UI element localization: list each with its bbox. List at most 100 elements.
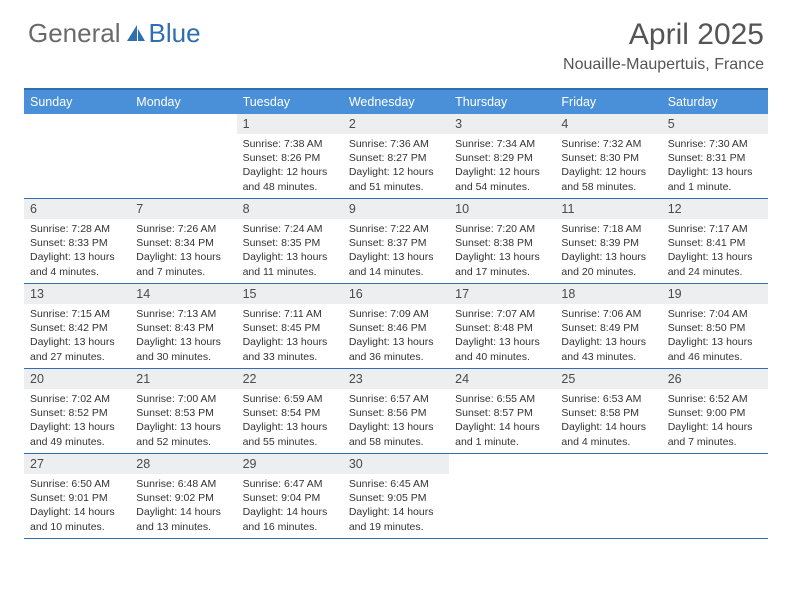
day-body: Sunrise: 7:36 AMSunset: 8:27 PMDaylight:… — [343, 134, 449, 198]
day-cell: 9Sunrise: 7:22 AMSunset: 8:37 PMDaylight… — [343, 199, 449, 283]
day-number — [24, 114, 130, 120]
daylight-text: Daylight: 14 hours and 7 minutes. — [668, 420, 762, 448]
day-number: 7 — [130, 199, 236, 219]
day-number: 15 — [237, 284, 343, 304]
day-cell: 3Sunrise: 7:34 AMSunset: 8:29 PMDaylight… — [449, 114, 555, 198]
day-body: Sunrise: 7:30 AMSunset: 8:31 PMDaylight:… — [662, 134, 768, 198]
day-number: 28 — [130, 454, 236, 474]
sunset-text: Sunset: 8:37 PM — [349, 236, 443, 250]
daylight-text: Daylight: 13 hours and 55 minutes. — [243, 420, 337, 448]
sunrise-text: Sunrise: 6:50 AM — [30, 477, 124, 491]
day-cell: 12Sunrise: 7:17 AMSunset: 8:41 PMDayligh… — [662, 199, 768, 283]
day-cell: 17Sunrise: 7:07 AMSunset: 8:48 PMDayligh… — [449, 284, 555, 368]
sunrise-text: Sunrise: 6:59 AM — [243, 392, 337, 406]
day-number: 13 — [24, 284, 130, 304]
day-body: Sunrise: 7:02 AMSunset: 8:52 PMDaylight:… — [24, 389, 130, 453]
day-body: Sunrise: 6:55 AMSunset: 8:57 PMDaylight:… — [449, 389, 555, 453]
day-cell: 21Sunrise: 7:00 AMSunset: 8:53 PMDayligh… — [130, 369, 236, 453]
day-body: Sunrise: 7:06 AMSunset: 8:49 PMDaylight:… — [555, 304, 661, 368]
day-cell: 13Sunrise: 7:15 AMSunset: 8:42 PMDayligh… — [24, 284, 130, 368]
day-number: 30 — [343, 454, 449, 474]
logo: General Blue — [28, 18, 201, 49]
day-cell: 26Sunrise: 6:52 AMSunset: 9:00 PMDayligh… — [662, 369, 768, 453]
day-cell: 29Sunrise: 6:47 AMSunset: 9:04 PMDayligh… — [237, 454, 343, 538]
sunset-text: Sunset: 9:05 PM — [349, 491, 443, 505]
day-number: 14 — [130, 284, 236, 304]
sunrise-text: Sunrise: 6:57 AM — [349, 392, 443, 406]
sunrise-text: Sunrise: 6:48 AM — [136, 477, 230, 491]
day-cell: 5Sunrise: 7:30 AMSunset: 8:31 PMDaylight… — [662, 114, 768, 198]
day-body: Sunrise: 6:59 AMSunset: 8:54 PMDaylight:… — [237, 389, 343, 453]
day-body: Sunrise: 6:45 AMSunset: 9:05 PMDaylight:… — [343, 474, 449, 538]
sunrise-text: Sunrise: 7:04 AM — [668, 307, 762, 321]
sunset-text: Sunset: 8:34 PM — [136, 236, 230, 250]
day-body: Sunrise: 7:24 AMSunset: 8:35 PMDaylight:… — [237, 219, 343, 283]
sunset-text: Sunset: 8:58 PM — [561, 406, 655, 420]
sunset-text: Sunset: 8:50 PM — [668, 321, 762, 335]
day-cell — [130, 114, 236, 198]
sunrise-text: Sunrise: 7:22 AM — [349, 222, 443, 236]
day-number: 6 — [24, 199, 130, 219]
day-cell: 19Sunrise: 7:04 AMSunset: 8:50 PMDayligh… — [662, 284, 768, 368]
month-title: April 2025 — [563, 18, 764, 52]
day-number: 5 — [662, 114, 768, 134]
sunrise-text: Sunrise: 7:09 AM — [349, 307, 443, 321]
day-number: 8 — [237, 199, 343, 219]
day-body: Sunrise: 7:38 AMSunset: 8:26 PMDaylight:… — [237, 134, 343, 198]
day-cell: 23Sunrise: 6:57 AMSunset: 8:56 PMDayligh… — [343, 369, 449, 453]
daylight-text: Daylight: 13 hours and 7 minutes. — [136, 250, 230, 278]
sunrise-text: Sunrise: 7:34 AM — [455, 137, 549, 151]
day-body: Sunrise: 7:04 AMSunset: 8:50 PMDaylight:… — [662, 304, 768, 368]
day-body: Sunrise: 6:57 AMSunset: 8:56 PMDaylight:… — [343, 389, 449, 453]
day-number — [662, 454, 768, 460]
daylight-text: Daylight: 12 hours and 51 minutes. — [349, 165, 443, 193]
day-cell: 15Sunrise: 7:11 AMSunset: 8:45 PMDayligh… — [237, 284, 343, 368]
weekday-header-row: SundayMondayTuesdayWednesdayThursdayFrid… — [24, 90, 768, 114]
logo-sail-icon — [125, 23, 147, 45]
sunset-text: Sunset: 8:45 PM — [243, 321, 337, 335]
day-number — [449, 454, 555, 460]
sunset-text: Sunset: 8:29 PM — [455, 151, 549, 165]
daylight-text: Daylight: 14 hours and 13 minutes. — [136, 505, 230, 533]
daylight-text: Daylight: 13 hours and 17 minutes. — [455, 250, 549, 278]
day-body: Sunrise: 7:20 AMSunset: 8:38 PMDaylight:… — [449, 219, 555, 283]
sunrise-text: Sunrise: 7:15 AM — [30, 307, 124, 321]
day-number: 10 — [449, 199, 555, 219]
sunrise-text: Sunrise: 7:18 AM — [561, 222, 655, 236]
daylight-text: Daylight: 13 hours and 14 minutes. — [349, 250, 443, 278]
week-row: 6Sunrise: 7:28 AMSunset: 8:33 PMDaylight… — [24, 199, 768, 284]
sunset-text: Sunset: 9:01 PM — [30, 491, 124, 505]
day-body: Sunrise: 7:13 AMSunset: 8:43 PMDaylight:… — [130, 304, 236, 368]
logo-text-general: General — [28, 18, 121, 49]
daylight-text: Daylight: 12 hours and 58 minutes. — [561, 165, 655, 193]
day-number: 24 — [449, 369, 555, 389]
day-body: Sunrise: 7:15 AMSunset: 8:42 PMDaylight:… — [24, 304, 130, 368]
daylight-text: Daylight: 14 hours and 19 minutes. — [349, 505, 443, 533]
day-number: 18 — [555, 284, 661, 304]
week-row: 13Sunrise: 7:15 AMSunset: 8:42 PMDayligh… — [24, 284, 768, 369]
weeks-container: 1Sunrise: 7:38 AMSunset: 8:26 PMDaylight… — [24, 114, 768, 539]
day-body: Sunrise: 7:28 AMSunset: 8:33 PMDaylight:… — [24, 219, 130, 283]
day-number — [555, 454, 661, 460]
sunset-text: Sunset: 8:57 PM — [455, 406, 549, 420]
sunset-text: Sunset: 8:26 PM — [243, 151, 337, 165]
sunset-text: Sunset: 8:38 PM — [455, 236, 549, 250]
day-body: Sunrise: 7:26 AMSunset: 8:34 PMDaylight:… — [130, 219, 236, 283]
day-number: 27 — [24, 454, 130, 474]
sunrise-text: Sunrise: 7:17 AM — [668, 222, 762, 236]
weekday-label: Tuesday — [237, 90, 343, 114]
daylight-text: Daylight: 13 hours and 40 minutes. — [455, 335, 549, 363]
day-number: 17 — [449, 284, 555, 304]
day-number: 1 — [237, 114, 343, 134]
day-body: Sunrise: 6:53 AMSunset: 8:58 PMDaylight:… — [555, 389, 661, 453]
day-cell: 25Sunrise: 6:53 AMSunset: 8:58 PMDayligh… — [555, 369, 661, 453]
logo-text-blue: Blue — [149, 18, 201, 49]
sunset-text: Sunset: 8:48 PM — [455, 321, 549, 335]
day-number: 29 — [237, 454, 343, 474]
sunset-text: Sunset: 9:04 PM — [243, 491, 337, 505]
day-number: 23 — [343, 369, 449, 389]
day-cell: 16Sunrise: 7:09 AMSunset: 8:46 PMDayligh… — [343, 284, 449, 368]
daylight-text: Daylight: 13 hours and 49 minutes. — [30, 420, 124, 448]
sunset-text: Sunset: 8:43 PM — [136, 321, 230, 335]
daylight-text: Daylight: 14 hours and 1 minute. — [455, 420, 549, 448]
